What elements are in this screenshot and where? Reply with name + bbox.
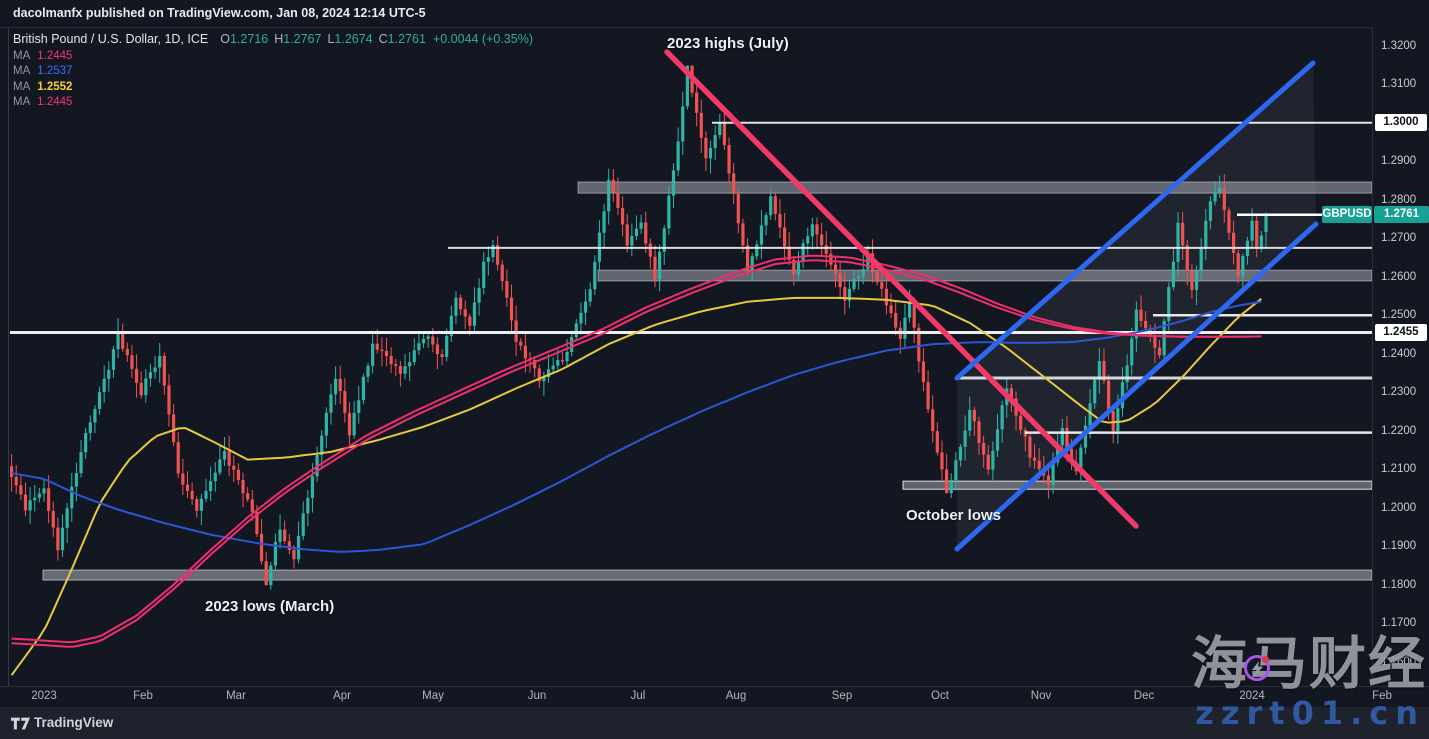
watermark-cjk: 海马财经 — [1191, 631, 1427, 697]
time-axis-label: Oct — [931, 690, 949, 702]
price-tick-label: 1.2200 — [1381, 424, 1417, 437]
time-axis-label: Sep — [831, 690, 853, 702]
price-tick-label: 1.3100 — [1381, 78, 1417, 91]
symbol-title: British Pound / U.S. Dollar, 1D, ICE — [13, 32, 209, 46]
annotation-october-lows: October lows — [906, 507, 1002, 524]
tradingview-brand[interactable]: TradingView — [34, 715, 114, 730]
price-tick-label: 1.1900 — [1381, 540, 1417, 553]
ma-blue — [11, 300, 1262, 553]
price-tick-label: 1.2100 — [1381, 463, 1417, 476]
price-axis-border — [1372, 27, 1373, 686]
pane-left-border — [8, 27, 9, 686]
ma-row-4: MA 1.2445 — [13, 96, 73, 108]
ohlc-values: O1.2716 H1.2767 L1.2674 C1.2761 — [220, 32, 426, 46]
badge-price: 1.2761 — [1374, 206, 1429, 224]
time-axis-label: 2024 — [1239, 690, 1265, 702]
ma-pink-2 — [11, 259, 1262, 648]
footer-bar: TradingView — [0, 707, 1429, 739]
ma-row-3: MA 1.2552 — [13, 80, 73, 93]
price-tick-label: 1.2700 — [1381, 232, 1417, 245]
annotation-2023-highs: 2023 highs (July) — [667, 35, 789, 52]
ma-row-1: MA 1.2445 — [13, 49, 73, 62]
tradingview-logo-icon[interactable] — [11, 716, 30, 736]
price-tick-label: 1.2800 — [1381, 193, 1417, 206]
badge-symbol: GBPUSD — [1322, 206, 1372, 224]
price-tick-label: 1.2300 — [1381, 386, 1417, 399]
time-axis-label: Feb — [1372, 690, 1392, 702]
watermark-logo-icon — [1244, 655, 1270, 681]
channel-upper — [954, 60, 1316, 381]
boxed-price-label: 1.2455 — [1375, 324, 1427, 342]
watermark-dot — [1262, 656, 1269, 663]
time-axis-label: Aug — [725, 690, 747, 702]
symbol-row: British Pound / U.S. Dollar, 1D, ICE O1.2… — [13, 32, 533, 46]
change-value: +0.0044 (+0.35%) — [432, 32, 533, 46]
price-tick-label: 1.2600 — [1381, 270, 1417, 283]
price-tick-label: 1.2900 — [1381, 155, 1417, 168]
price-tick-label: 1.2500 — [1381, 309, 1417, 322]
time-axis-label: Apr — [333, 690, 351, 702]
descending-trendline — [664, 49, 1139, 529]
time-axis-label: Dec — [1133, 690, 1155, 702]
watermark-url: zzrt01.cn — [1195, 694, 1425, 732]
ma-yellow — [10, 296, 1262, 676]
time-axis-label: May — [422, 690, 444, 702]
price-axis[interactable]: 1.3200 1.3100 1.3000 1.2900 1.2800 1.2700 1.26… — [1373, 27, 1429, 686]
ma-pink — [11, 254, 1262, 644]
time-axis-label: Feb — [133, 690, 153, 702]
time-axis-label: Jul — [630, 690, 646, 702]
ma-row-2: MA 1.2537 — [13, 65, 73, 77]
channel-lower — [954, 221, 1319, 552]
boxed-price-label: 1.3000 — [1375, 114, 1427, 132]
price-tick-label: 1.1600 — [1381, 655, 1417, 668]
time-axis-label: Nov — [1030, 690, 1052, 702]
time-axis-label: Mar — [226, 690, 246, 702]
time-axis-label: 2023 — [31, 690, 57, 702]
price-tick-label: 1.1700 — [1381, 617, 1417, 630]
header-divider — [0, 27, 1429, 28]
price-tick-label: 1.3200 — [1381, 39, 1417, 52]
lightning-icon — [1252, 661, 1263, 676]
last-price-badge: GBPUSD 1.2761 — [1322, 206, 1429, 224]
price-tick-label: 1.1800 — [1381, 578, 1417, 591]
publish-caption: dacolmanfx published on TradingView.com,… — [13, 6, 426, 20]
price-tick-label: 1.2000 — [1381, 501, 1417, 514]
annotation-2023-lows: 2023 lows (March) — [205, 598, 335, 615]
time-axis-label: Jun — [527, 690, 547, 702]
chart-legend: British Pound / U.S. Dollar, 1D, ICE O1.2… — [13, 32, 533, 108]
price-tick-label: 1.2400 — [1381, 347, 1417, 360]
